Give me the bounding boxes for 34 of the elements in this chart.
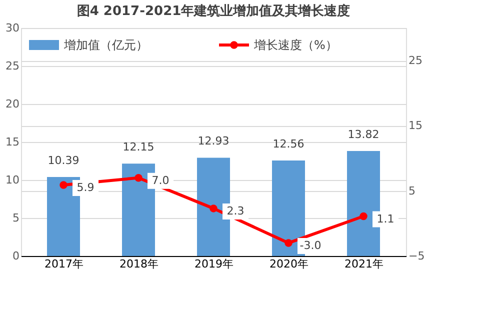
x-tick-label: 2017年 [44, 258, 84, 270]
data-label: -3.0 [300, 238, 322, 252]
point [210, 204, 218, 212]
data-label: 13.82 [348, 128, 380, 141]
y-tick-label: 15 [6, 136, 20, 148]
legend-label: 增长速度（%） [253, 38, 338, 52]
chart-title: 图4 2017-2021年建筑业增加值及其增长速度 [76, 3, 350, 19]
data-label: 12.56 [272, 138, 304, 151]
x-tick-label: 2018年 [120, 258, 158, 270]
y2-tick-label: 15 [408, 119, 422, 132]
y2-tick-label: −5 [408, 250, 425, 262]
y-tick-label: 0 [12, 250, 20, 262]
point [284, 239, 292, 247]
legend-label: 增加值（亿元） [63, 38, 148, 52]
point [60, 181, 68, 189]
y2-tick-label: 25 [408, 54, 422, 68]
y-tick-label: 20 [6, 98, 20, 110]
y-tick-label: 30 [6, 22, 20, 34]
data-label: 2.3 [226, 204, 244, 218]
data-label: 1.1 [376, 212, 394, 226]
point [360, 212, 368, 220]
point [134, 174, 142, 182]
data-label: 7.0 [152, 174, 170, 187]
y-tick-label: 5 [12, 212, 20, 224]
data-label: 5.9 [76, 180, 94, 194]
y2-tick-label: 5 [408, 184, 416, 198]
y-tick-label: 10 [6, 174, 20, 186]
x-tick-label: 2020年 [270, 258, 308, 270]
y-tick-label: 25 [6, 60, 20, 72]
x-tick-label: 2019年 [194, 258, 234, 270]
data-label: 12.15 [122, 140, 154, 154]
data-label: 12.93 [198, 134, 230, 148]
x-tick-label: 2021年 [344, 258, 384, 270]
data-label: 10.39 [48, 154, 80, 168]
